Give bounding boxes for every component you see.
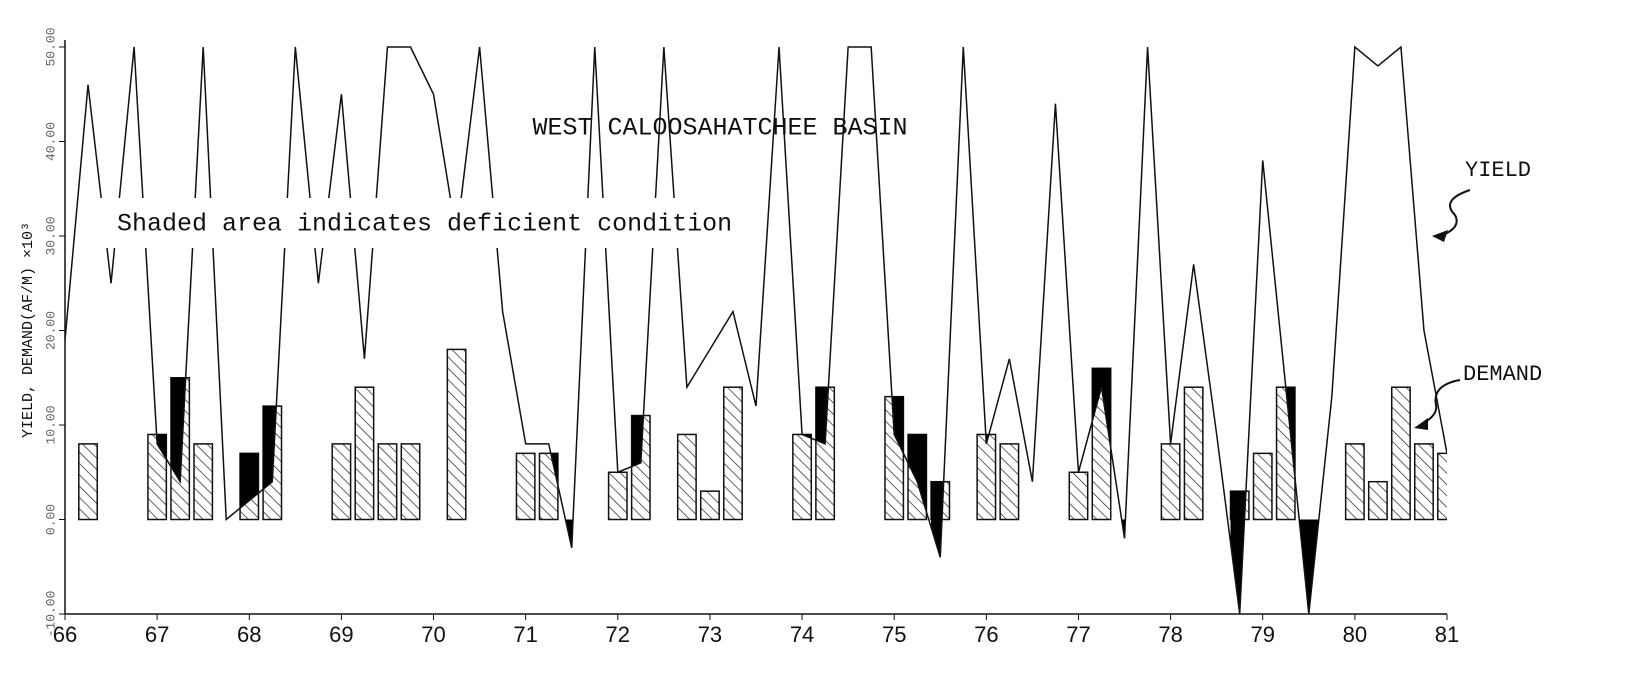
y-axis-label: YIELD, DEMAND(AF/M) ×10³ bbox=[20, 222, 37, 438]
x-tick-label: 75 bbox=[882, 622, 906, 647]
x-tick-label: 79 bbox=[1250, 622, 1274, 647]
x-tick-label: 68 bbox=[237, 622, 261, 647]
y-tick-label: 20.00 bbox=[43, 311, 58, 350]
x-tick-label: 73 bbox=[698, 622, 722, 647]
x-tick-label: 72 bbox=[606, 622, 630, 647]
x-tick-label: 70 bbox=[421, 622, 445, 647]
deficit-area bbox=[124, 519, 144, 614]
deficit-area bbox=[769, 519, 789, 614]
demand-bar bbox=[377, 443, 398, 521]
deficit-area bbox=[1023, 519, 1042, 614]
demand-bar bbox=[78, 443, 98, 521]
deficit-area bbox=[1322, 519, 1342, 614]
deficit-area bbox=[1138, 519, 1157, 614]
x-tick-label: 80 bbox=[1343, 622, 1367, 647]
demand-bar bbox=[354, 386, 375, 521]
deficit-area bbox=[585, 519, 604, 614]
x-tick-label: 77 bbox=[1066, 622, 1090, 647]
demand-bar bbox=[676, 433, 697, 521]
deficit-area bbox=[908, 434, 927, 614]
label-arrowhead bbox=[1414, 418, 1428, 430]
x-tick-label: 67 bbox=[145, 622, 169, 647]
chart-title: WEST CALOOSAHATCHEE BASIN bbox=[532, 114, 907, 143]
demand-bar bbox=[1068, 471, 1089, 521]
deficit-area bbox=[217, 519, 236, 614]
demand-bar bbox=[193, 443, 214, 521]
x-tick-label: 66 bbox=[53, 622, 77, 647]
deficit-area bbox=[746, 519, 766, 614]
demand-bar bbox=[699, 490, 720, 521]
deficit-area bbox=[654, 519, 674, 614]
demand-bar bbox=[1344, 443, 1365, 521]
x-tick-label: 76 bbox=[974, 622, 998, 647]
x-tick-label: 69 bbox=[329, 622, 353, 647]
demand-bar bbox=[607, 471, 628, 521]
y-tick-label: 10.00 bbox=[43, 405, 58, 444]
x-tick-label: 74 bbox=[790, 622, 814, 647]
deficit-area bbox=[861, 519, 881, 614]
yield-line bbox=[65, 45, 1447, 615]
annotation-box bbox=[85, 198, 760, 248]
deficit-area bbox=[838, 519, 858, 614]
series-label: DEMAND bbox=[1463, 362, 1542, 387]
demand-bar bbox=[723, 386, 743, 521]
deficit-area bbox=[493, 519, 512, 614]
demand-bar bbox=[515, 452, 536, 521]
deficit-area bbox=[424, 519, 443, 614]
deficit-area bbox=[470, 519, 489, 614]
series-label: YIELD bbox=[1465, 158, 1531, 183]
x-tick-label: 81 bbox=[1435, 622, 1459, 647]
x-tick-label: 78 bbox=[1158, 622, 1182, 647]
demand-bar bbox=[999, 443, 1020, 521]
demand-bar bbox=[1252, 452, 1273, 521]
deficit-area bbox=[101, 519, 121, 614]
demand-bar bbox=[792, 433, 813, 521]
deficit-area bbox=[286, 519, 305, 614]
deficit-area bbox=[1299, 519, 1319, 614]
annotation: Shaded area indicates deficient conditio… bbox=[117, 210, 732, 239]
deficit-area bbox=[954, 519, 973, 614]
demand-bar bbox=[1437, 452, 1447, 521]
demand-bar bbox=[331, 443, 352, 521]
deficit-area bbox=[309, 519, 328, 614]
y-tick-label: 0.00 bbox=[43, 504, 58, 535]
y-tick-label: 40.00 bbox=[43, 122, 58, 161]
deficit-area bbox=[1207, 519, 1226, 614]
deficit-area bbox=[240, 453, 259, 614]
demand-bar bbox=[1414, 443, 1434, 521]
demand-bar bbox=[1390, 386, 1411, 521]
y-tick-label: 30.00 bbox=[43, 216, 58, 255]
label-arrow bbox=[1439, 189, 1471, 237]
demand-bar bbox=[1367, 480, 1388, 521]
y-tick-label: 50.00 bbox=[43, 27, 58, 66]
demand-bar bbox=[1160, 443, 1181, 521]
deficit-area bbox=[1046, 519, 1065, 614]
x-tick-label: 71 bbox=[513, 622, 537, 647]
demand-bar bbox=[446, 348, 467, 521]
demand-bar bbox=[976, 433, 997, 521]
demand-bar bbox=[1183, 386, 1204, 521]
label-arrowhead bbox=[1432, 230, 1448, 242]
y-tick-label: -10.00 bbox=[43, 591, 58, 638]
label-arrow bbox=[1421, 379, 1461, 425]
demand-bar bbox=[400, 443, 421, 521]
